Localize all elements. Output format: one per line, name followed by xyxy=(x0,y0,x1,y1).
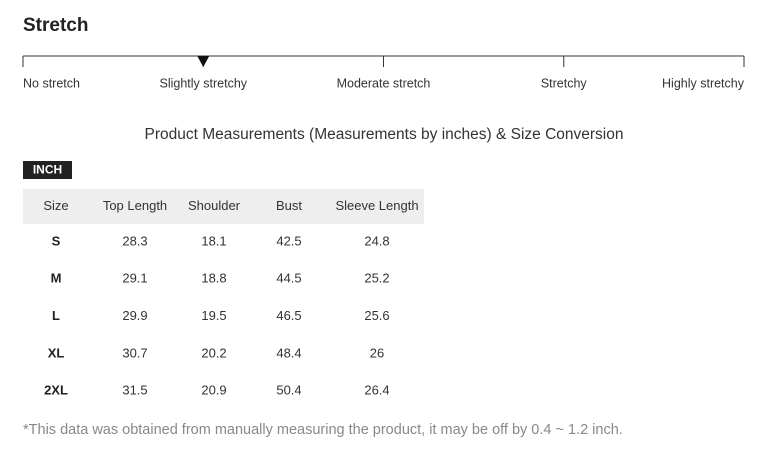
subtitle: Product Measurements (Measurements by in… xyxy=(145,126,624,143)
measure-cell: 24.8 xyxy=(364,233,389,248)
table-header xyxy=(23,189,424,224)
measure-cell: 50.4 xyxy=(276,383,301,398)
measure-cell: 25.6 xyxy=(364,308,389,323)
measure-cell: 20.9 xyxy=(201,383,226,398)
measure-cell: 26.4 xyxy=(364,383,389,398)
column-header: Sleeve Length xyxy=(335,198,418,213)
note: *This data was obtained from manually me… xyxy=(23,422,623,438)
column-header: Shoulder xyxy=(188,198,241,213)
size-cell: XL xyxy=(48,345,65,360)
column-header: Size xyxy=(43,198,68,213)
stretch-marker xyxy=(197,56,210,67)
size-cell: L xyxy=(52,308,60,323)
unit-badge xyxy=(23,161,72,179)
stretch-level: Slightly stretchy xyxy=(159,76,247,90)
measure-cell: 19.5 xyxy=(201,308,226,323)
measure-cell: 31.5 xyxy=(122,383,147,398)
measure-cell: 29.9 xyxy=(122,308,147,323)
measure-cell: 29.1 xyxy=(122,271,147,286)
stretch-level: No stretch xyxy=(23,76,80,90)
stretch-level: Stretchy xyxy=(541,76,588,90)
size-cell: M xyxy=(51,271,62,286)
stretch-title: Stretch xyxy=(23,15,88,36)
measure-cell: 42.5 xyxy=(276,233,301,248)
column-header: Bust xyxy=(276,198,302,213)
column-header: Top Length xyxy=(103,198,167,213)
stretch-level: Highly stretchy xyxy=(662,76,745,90)
measure-cell: 18.8 xyxy=(201,271,226,286)
measure-cell: 48.4 xyxy=(276,345,301,360)
measure-cell: 20.2 xyxy=(201,345,226,360)
measure-cell: 18.1 xyxy=(201,233,226,248)
measure-cell: 28.3 xyxy=(122,233,147,248)
measure-cell: 46.5 xyxy=(276,308,301,323)
stretch-level: Moderate stretch xyxy=(337,76,431,90)
measure-cell: 26 xyxy=(370,345,384,360)
measure-cell: 25.2 xyxy=(364,271,389,286)
measure-cell: 30.7 xyxy=(122,345,147,360)
size-cell: S xyxy=(52,233,61,248)
measure-cell: 44.5 xyxy=(276,271,301,286)
unit-label: INCH xyxy=(33,163,62,177)
size-cell: 2XL xyxy=(44,383,68,398)
